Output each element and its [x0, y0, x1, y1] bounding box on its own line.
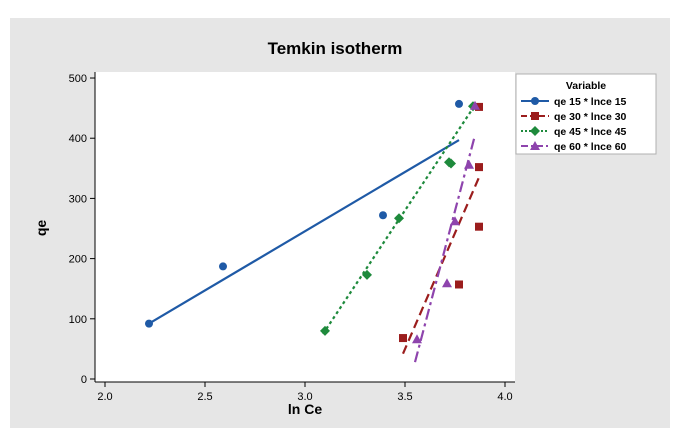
legend-label-series-3: qe 45 * lnce 45 — [554, 126, 627, 138]
data-point-series-2 — [455, 280, 463, 289]
y-tick-label: 100 — [69, 314, 87, 326]
y-axis-label: qe — [33, 220, 49, 237]
data-point-series-1 — [219, 262, 227, 271]
y-tick-label: 400 — [69, 133, 87, 145]
data-point-series-2 — [399, 334, 407, 343]
y-tick-label: 300 — [69, 193, 87, 205]
data-point-series-3 — [320, 325, 330, 336]
data-point-series-2 — [475, 102, 483, 111]
legend: Variable qe 15 * lnce 15 qe 30 * lnce 30 q… — [515, 73, 657, 155]
legend-marker-series-2 — [531, 112, 539, 120]
plot-area — [95, 72, 515, 382]
fit-lines — [148, 104, 481, 363]
x-tick-label: 2.5 — [197, 391, 212, 403]
y-tick-label: 200 — [69, 254, 87, 266]
legend-box — [515, 73, 657, 155]
data-point-series-2 — [475, 222, 483, 231]
data-point-series-2 — [475, 163, 483, 172]
fit-line-series-4 — [413, 134, 477, 363]
x-tick-label: 2.0 — [97, 391, 112, 403]
fit-line-series-2 — [401, 176, 481, 355]
x-tick-label: 3.5 — [397, 391, 412, 403]
data-point-series-4 — [470, 100, 480, 110]
data-point-series-1 — [145, 319, 153, 328]
legend-marker-series-4 — [530, 141, 540, 150]
data-point-series-1 — [455, 99, 463, 108]
data-point-series-3 — [362, 269, 372, 280]
data-point-series-4 — [442, 278, 452, 288]
legend-label-series-2: qe 30 * lnce 30 — [554, 111, 627, 123]
legend-title: Variable — [566, 80, 606, 92]
data-point-series-4 — [464, 159, 474, 169]
fit-line-series-3 — [322, 104, 476, 335]
data-point-series-3 — [446, 158, 456, 169]
data-point-series-4 — [412, 334, 422, 344]
x-axis-label: ln Ce — [288, 401, 322, 417]
data-point-series-1 — [379, 211, 387, 220]
x-tick-label: 4.0 — [497, 391, 512, 403]
legend-label-series-4: qe 60 * lnce 60 — [554, 141, 627, 153]
x-tick-label: 3.0 — [297, 391, 312, 403]
legend-label-series-1: qe 15 * lnce 15 — [554, 96, 627, 108]
legend-marker-series-3 — [530, 126, 540, 136]
data-markers — [145, 99, 483, 344]
y-tick-label: 500 — [69, 73, 87, 85]
data-point-series-4 — [450, 216, 460, 226]
data-point-series-3 — [394, 213, 404, 224]
chart-title: Temkin isotherm — [268, 39, 403, 58]
legend-marker-series-1 — [531, 97, 539, 105]
axes: 2.0 2.5 3.0 3.5 4.0 0 100 200 300 400 500 — [69, 72, 515, 403]
y-tick-label: 0 — [81, 374, 87, 386]
fit-line-series-1 — [148, 139, 460, 325]
